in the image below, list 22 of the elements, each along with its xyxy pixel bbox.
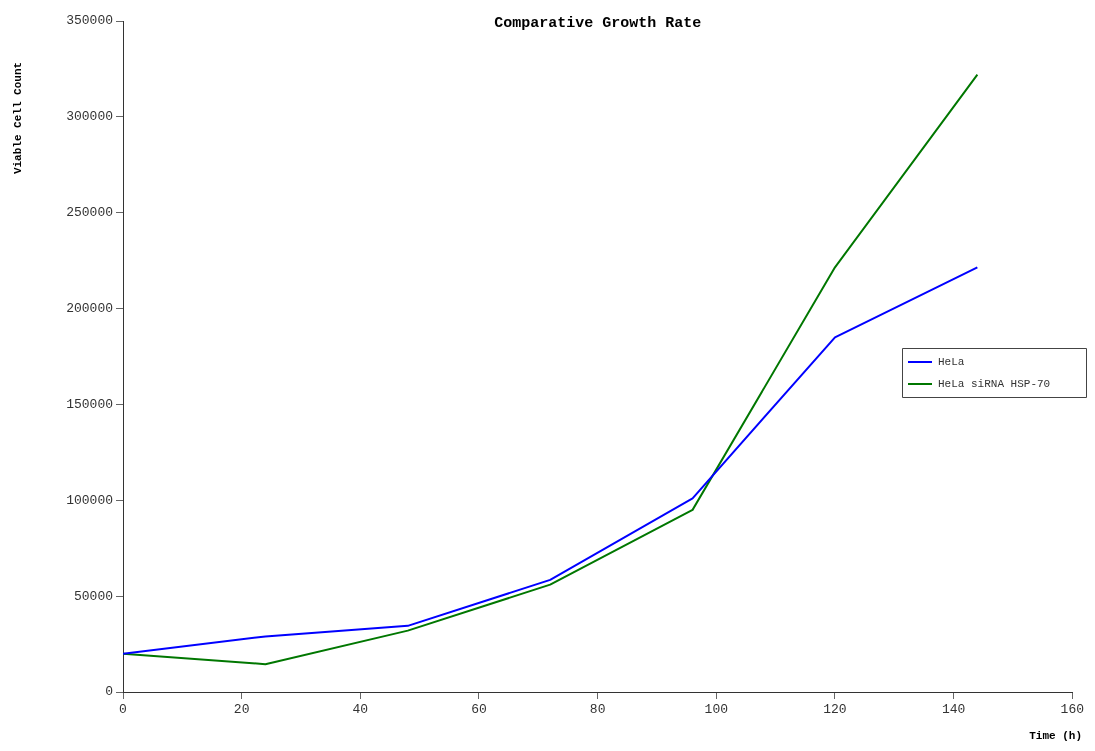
legend-label: HeLa siRNA HSP-70 bbox=[938, 377, 1051, 390]
y-axis-title: Viable Cell Count bbox=[11, 61, 24, 175]
chart-title: Comparative Growth Rate bbox=[494, 14, 702, 32]
x-tick-label: 140 bbox=[941, 702, 966, 718]
x-tick-label: 60 bbox=[471, 702, 487, 718]
y-tick-label: 150000 bbox=[66, 396, 113, 412]
x-tick-label: 20 bbox=[233, 702, 250, 718]
y-tick-label: 0 bbox=[105, 684, 113, 700]
y-tick-label: 100000 bbox=[66, 492, 113, 508]
y-tick-label: 350000 bbox=[66, 13, 113, 29]
x-tick-label: 0 bbox=[119, 702, 127, 718]
x-tick-label: 120 bbox=[823, 702, 847, 718]
x-tick-label: 160 bbox=[1060, 702, 1084, 718]
y-tick-label: 50000 bbox=[73, 588, 113, 604]
y-tick-label: 200000 bbox=[66, 301, 113, 317]
y-tick-label: 250000 bbox=[66, 205, 113, 221]
x-tick-label: 80 bbox=[589, 702, 606, 718]
x-axis-title: Time (h) bbox=[1029, 729, 1082, 742]
x-tick-label: 40 bbox=[352, 702, 369, 718]
legend-label: HeLa bbox=[938, 355, 965, 368]
y-tick-label: 300000 bbox=[66, 109, 113, 125]
x-tick-label: 100 bbox=[704, 702, 729, 718]
